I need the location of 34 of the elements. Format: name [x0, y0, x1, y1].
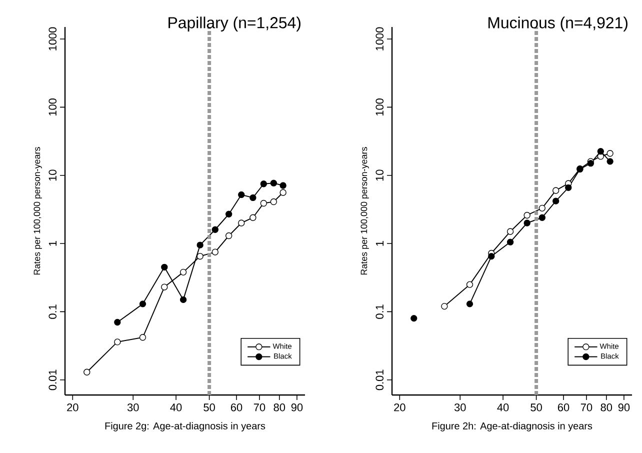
x-tick-label: 90 — [291, 404, 303, 412]
x-tick-label: 70 — [580, 404, 592, 412]
y-tick-label: 1000 — [48, 27, 56, 50]
y-tick-label: 10 — [376, 170, 384, 181]
y-tick-label: 0.01 — [48, 370, 56, 390]
x-axis-title: Figure 2h: Age-at-diagnosis in years — [432, 422, 592, 432]
y-tick-label: 100 — [48, 98, 56, 116]
y-tick-label: 1 — [376, 241, 384, 246]
y-tick-label: 1000 — [376, 27, 384, 50]
x-tick-label: 70 — [254, 404, 266, 412]
y-tick-label: 0.1 — [48, 304, 56, 319]
x-tick-label: 50 — [530, 404, 542, 412]
y-tick-label: 0.1 — [376, 304, 384, 319]
y-axis-title: Rates per 100,000 person-years — [34, 147, 42, 275]
x-tick-label: 60 — [230, 404, 242, 412]
x-tick-label: 20 — [67, 404, 78, 412]
x-tick-label: 40 — [497, 404, 509, 412]
y-tick-label: 0.01 — [376, 370, 384, 390]
x-tick-label: 40 — [170, 404, 182, 412]
y-tick-label: 1 — [48, 241, 56, 246]
x-tick-label: 50 — [204, 404, 215, 412]
y-tick-label: 100 — [376, 98, 384, 116]
x-axis-title: Figure 2g: Age-at-diagnosis in years — [105, 422, 266, 432]
x-tick-label: 20 — [394, 404, 406, 412]
x-tick-label: 60 — [558, 404, 570, 412]
x-tick-label: 80 — [600, 404, 612, 412]
x-tick-label: 80 — [274, 404, 286, 412]
y-tick-label: 10 — [48, 170, 56, 181]
x-tick-label: 30 — [127, 404, 139, 412]
x-tick-label: 30 — [454, 404, 466, 412]
y-axis-title: Rates per 100,000 person-years — [360, 147, 369, 275]
x-tick-label: 90 — [618, 404, 630, 412]
chart-title: Papillary (n=1,254) — [168, 16, 300, 32]
chart-title: Mucinous (n=4,921) — [488, 16, 628, 32]
